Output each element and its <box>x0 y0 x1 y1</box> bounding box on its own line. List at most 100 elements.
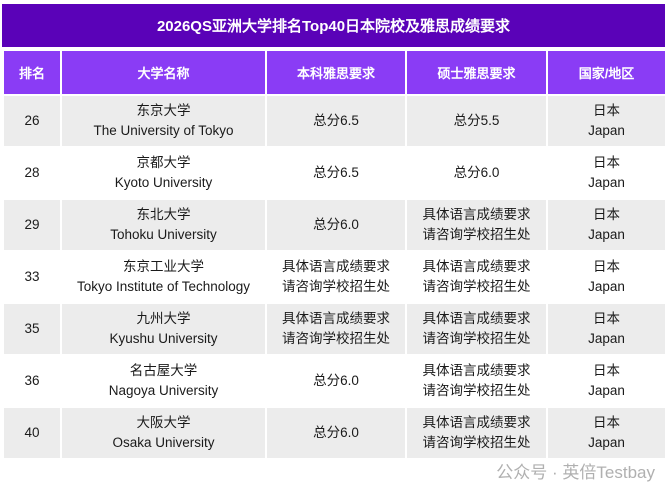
university-cell-text: 九州大学 <box>136 311 191 326</box>
undergrad-ielts-cell: 具体语言成绩要求 请咨询学校招生处 <box>265 250 407 304</box>
country-cell-text: 日本 <box>593 207 620 222</box>
header-university: 大学名称 <box>60 49 267 96</box>
country-cell-text: 日本 <box>593 363 620 378</box>
rank-cell-text: 26 <box>24 113 40 128</box>
table-row: 36 名古屋大学 Nagoya University 总分6.0 具体语言成绩要求 请咨… <box>2 354 667 408</box>
undergrad-ielts-cell-text: 总分6.5 <box>313 113 359 128</box>
undergrad-ielts-cell: 总分6.5 <box>265 94 407 148</box>
university-cell-text: 京都大学 <box>136 155 191 170</box>
table-title: 2026QS亚洲大学排名Top40日本院校及雅思成绩要求 <box>2 4 665 47</box>
table-row: 29 东北大学 Tohoku University 总分6.0 具体语言成绩要求 请咨询… <box>2 198 667 252</box>
university-cell-text: 大阪大学 <box>136 415 191 430</box>
undergrad-ielts-cell-text: 总分6.0 <box>313 217 359 232</box>
university-cell: 九州大学 Kyushu University <box>60 302 267 356</box>
country-cell: 日本 Japan <box>546 198 667 252</box>
university-cell: 东京工业大学 Tokyo Institute of Technology <box>60 250 267 304</box>
master-ielts-cell-text: 具体语言成绩要求 请咨询学校招生处 <box>422 363 531 398</box>
undergrad-ielts-cell: 总分6.0 <box>265 198 407 252</box>
university-cell-text: 东京大学 <box>136 103 191 118</box>
university-cell-text: Kyoto University <box>114 175 213 190</box>
header-country: 国家/地区 <box>546 49 667 96</box>
rank-cell: 26 <box>2 94 62 148</box>
country-cell-text: 日本 <box>593 259 620 274</box>
master-ielts-cell: 具体语言成绩要求 请咨询学校招生处 <box>405 354 548 408</box>
table-row: 40 大阪大学 Osaka University 总分6.0 具体语言成绩要求 请咨询学… <box>2 406 667 460</box>
country-cell-text: Japan <box>588 383 625 398</box>
master-ielts-cell: 具体语言成绩要求 请咨询学校招生处 <box>405 302 548 356</box>
country-cell-text: 日本 <box>593 311 620 326</box>
master-ielts-cell-text: 具体语言成绩要求 请咨询学校招生处 <box>422 207 531 242</box>
university-cell-text: 东京工业大学 <box>123 259 204 274</box>
table-row: 26 东京大学 The University of Tokyo 总分6.5 总分5.5 日… <box>2 94 667 148</box>
ielts-requirements-table: 排名 大学名称 本科雅思要求 硕士雅思要求 国家/地区 26 东京大学 The Un… <box>2 49 667 460</box>
master-ielts-cell-text: 总分5.5 <box>453 113 500 128</box>
undergrad-ielts-cell-text: 总分6.0 <box>313 425 359 440</box>
master-ielts-cell-text: 总分6.0 <box>453 165 500 180</box>
country-cell: 日本 Japan <box>546 354 667 408</box>
rank-cell: 28 <box>2 146 62 200</box>
university-cell-text: Tokyo Institute of Technology <box>76 279 251 294</box>
master-ielts-cell-text: 具体语言成绩要求 请咨询学校招生处 <box>422 415 531 450</box>
rank-cell: 33 <box>2 250 62 304</box>
university-cell-text: The University of Tokyo <box>93 123 234 138</box>
table-row: 33 东京工业大学 Tokyo Institute of Technology 具体语… <box>2 250 667 304</box>
table-row: 28 京都大学 Kyoto University 总分6.5 总分6.0 日本 Japan <box>2 146 667 200</box>
undergrad-ielts-cell: 具体语言成绩要求 请咨询学校招生处 <box>265 302 407 356</box>
university-cell: 东京大学 The University of Tokyo <box>60 94 267 148</box>
rank-cell: 40 <box>2 406 62 460</box>
university-cell: 京都大学 Kyoto University <box>60 146 267 200</box>
country-cell-text: 日本 <box>593 155 620 170</box>
header-undergrad-ielts: 本科雅思要求 <box>265 49 407 96</box>
rank-cell-text: 35 <box>24 321 40 336</box>
rank-cell: 36 <box>2 354 62 408</box>
rank-cell-text: 28 <box>24 165 40 180</box>
country-cell-text: Japan <box>588 227 625 242</box>
watermark: 公众号 · 英倍Testbay <box>496 463 655 482</box>
undergrad-ielts-cell-text: 总分6.5 <box>313 165 359 180</box>
master-ielts-cell: 总分6.0 <box>405 146 548 200</box>
rank-cell-text: 36 <box>24 373 40 388</box>
country-cell-text: Japan <box>588 279 625 294</box>
country-cell: 日本 Japan <box>546 94 667 148</box>
country-cell-text: 日本 <box>593 415 620 430</box>
country-cell-text: 日本 <box>593 103 620 118</box>
country-cell: 日本 Japan <box>546 250 667 304</box>
country-cell-text: Japan <box>588 175 625 190</box>
header-master-ielts: 硕士雅思要求 <box>405 49 548 96</box>
master-ielts-cell: 具体语言成绩要求 请咨询学校招生处 <box>405 250 548 304</box>
master-ielts-cell: 具体语言成绩要求 请咨询学校招生处 <box>405 406 548 460</box>
university-cell: 大阪大学 Osaka University <box>60 406 267 460</box>
undergrad-ielts-cell: 总分6.0 <box>265 354 407 408</box>
university-cell-text: Kyushu University <box>109 331 218 346</box>
undergrad-ielts-cell-text: 具体语言成绩要求 请咨询学校招生处 <box>282 311 390 346</box>
master-ielts-cell: 总分5.5 <box>405 94 548 148</box>
rank-cell-text: 33 <box>24 269 40 284</box>
country-cell: 日本 Japan <box>546 302 667 356</box>
university-cell-text: 东北大学 <box>136 207 191 222</box>
country-cell-text: Japan <box>588 435 625 450</box>
university-cell-text: Tohoku University <box>110 227 217 242</box>
university-cell: 东北大学 Tohoku University <box>60 198 267 252</box>
header-row: 排名 大学名称 本科雅思要求 硕士雅思要求 国家/地区 <box>2 49 667 96</box>
country-cell-text: Japan <box>588 123 625 138</box>
rank-cell-text: 29 <box>24 217 40 232</box>
header-rank: 排名 <box>2 49 62 96</box>
university-cell: 名古屋大学 Nagoya University <box>60 354 267 408</box>
country-cell-text: Japan <box>588 331 625 346</box>
master-ielts-cell-text: 具体语言成绩要求 请咨询学校招生处 <box>422 311 531 346</box>
rank-cell: 29 <box>2 198 62 252</box>
table-row: 35 九州大学 Kyushu University 具体语言成绩要求 请咨询学校招生处… <box>2 302 667 356</box>
undergrad-ielts-cell: 总分6.5 <box>265 146 407 200</box>
university-cell-text: Nagoya University <box>108 383 219 398</box>
university-cell-text: 名古屋大学 <box>129 363 198 378</box>
university-cell-text: Osaka University <box>112 435 215 450</box>
rank-cell-text: 40 <box>24 425 40 440</box>
master-ielts-cell: 具体语言成绩要求 请咨询学校招生处 <box>405 198 548 252</box>
undergrad-ielts-cell: 总分6.0 <box>265 406 407 460</box>
rank-cell: 35 <box>2 302 62 356</box>
undergrad-ielts-cell-text: 总分6.0 <box>313 373 359 388</box>
country-cell: 日本 Japan <box>546 406 667 460</box>
country-cell: 日本 Japan <box>546 146 667 200</box>
master-ielts-cell-text: 具体语言成绩要求 请咨询学校招生处 <box>422 259 531 294</box>
undergrad-ielts-cell-text: 具体语言成绩要求 请咨询学校招生处 <box>282 259 390 294</box>
